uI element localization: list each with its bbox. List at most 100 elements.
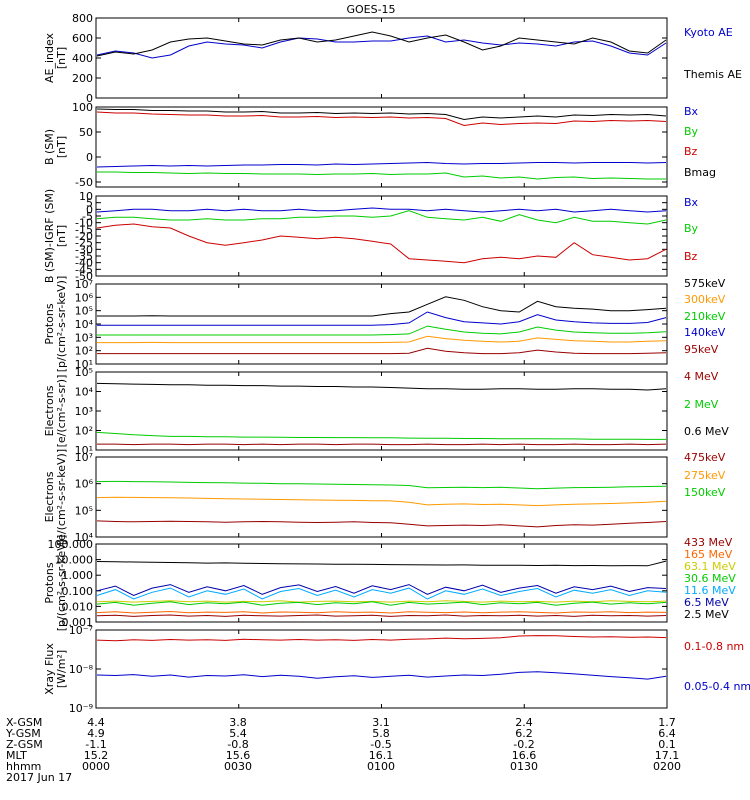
panel-ae: 0 200 400 600 800 AE_index [nT] Kyoto AE Themis … — [43, 12, 742, 105]
ephemeris-value: 2.4 — [515, 716, 533, 729]
series-line — [97, 335, 667, 344]
panel-frame — [95, 371, 668, 451]
ephemeris-row-label: X-GSM — [6, 716, 42, 729]
y-tick-label: 200 — [72, 72, 93, 85]
ephemeris-row-label: Z-GSM — [6, 738, 43, 751]
y-tick-label: 10⁶ — [75, 478, 94, 491]
series-line — [96, 431, 666, 440]
ephemeris-value: 5.4 — [229, 727, 247, 740]
y-tick-label: 0.100 — [62, 585, 94, 598]
ephemeris-row-label: Y-GSM — [5, 727, 41, 740]
series-line — [96, 520, 667, 528]
legend-entry: 0.1-0.8 nm — [684, 640, 744, 653]
y-axis-label: Protons — [43, 303, 56, 344]
figure-title: GOES-15 — [346, 3, 395, 16]
y-tick-label: 10¹ — [75, 444, 93, 457]
y-tick-label: 10³ — [75, 331, 93, 344]
y-tick-label: -10 — [75, 217, 93, 230]
legend-entry: Themis AE — [683, 68, 742, 81]
ephemeris-value: -0.8 — [227, 738, 248, 751]
ephemeris-row-label: MLT — [6, 749, 27, 762]
ephemeris-value: 15.6 — [226, 749, 251, 762]
panel-xray: 10⁻⁹ 10⁻⁸ 10⁻⁷ Xray Flux [W/m²] 0.1-0.8 nm 0.0… — [43, 624, 750, 715]
y-tick-label: 50 — [79, 126, 93, 139]
panel-frame — [95, 283, 668, 365]
y-tick-label: -40 — [75, 257, 93, 270]
y-tick-label: 10 — [79, 190, 93, 203]
y-axis-label: Protons — [43, 562, 56, 603]
y-tick-label: 800 — [72, 12, 93, 25]
legend-entry: By — [684, 222, 699, 235]
legend-entry: 165 MeV — [684, 548, 733, 561]
y-tick-label: 10⁷ — [75, 278, 93, 291]
y-tick-label: 10² — [75, 425, 93, 438]
legend-entry: Kyoto AE — [684, 26, 733, 39]
ephemeris-value: 0130 — [510, 760, 538, 773]
legend-entry: Bx — [684, 105, 699, 118]
series-line — [96, 161, 667, 168]
panel-frame — [95, 543, 668, 623]
series-line — [96, 610, 667, 614]
ephemeris-value: 1.7 — [658, 716, 676, 729]
y-tick-label: -25 — [75, 237, 93, 250]
series-line — [96, 584, 667, 597]
series-line — [97, 347, 667, 355]
series-line — [96, 207, 667, 213]
y-tick-label: 10⁶ — [75, 291, 94, 304]
legend-entry: 0.6 MeV — [684, 425, 729, 438]
y-tick-label: 0.001 — [62, 616, 94, 629]
y-axis-unit: [nT] — [55, 225, 68, 247]
y-axis-unit: [p/(cm²-s-sr-keV)] — [55, 276, 68, 373]
y-tick-label: 10⁴ — [75, 318, 94, 331]
panel-frame — [95, 106, 668, 188]
legend-entry: 0.05-0.4 nm — [684, 680, 750, 693]
y-tick-label: 400 — [72, 52, 93, 65]
panel-electrons_kev: 10⁴ 10⁵ 10⁶ 10⁷ Electrons [e/(cm²-s-sr-keV)] 4… — [43, 449, 726, 545]
y-axis-label: B (SM)-IGRF (SM) — [43, 189, 56, 283]
y-axis-unit: [e/(cm²-s-sr-keV)] — [55, 449, 68, 545]
y-axis-unit: [e/(cm²-s-sr)] — [55, 375, 68, 448]
y-tick-label: 100.000 — [48, 538, 94, 551]
y-tick-label: 10.000 — [55, 554, 94, 567]
ephemeris-row-label: hhmm — [6, 760, 41, 773]
y-tick-label: 10⁵ — [75, 504, 93, 517]
ephemeris-value: -0.5 — [370, 738, 391, 751]
series-line — [96, 35, 667, 59]
y-tick-label: 5 — [86, 197, 93, 210]
ephemeris-value: 6.2 — [515, 727, 533, 740]
legend-entry: 475keV — [684, 451, 726, 464]
ephemeris-value: -0.2 — [513, 738, 534, 751]
y-tick-label: 10³ — [75, 405, 93, 418]
series-line — [96, 382, 667, 391]
legend-entry: 275keV — [684, 469, 726, 482]
ephemeris-value: 16.1 — [369, 749, 394, 762]
legend-entry: 30.6 MeV — [684, 572, 736, 585]
ephemeris-value: 3.8 — [229, 716, 247, 729]
legend-entry: Bx — [684, 196, 699, 209]
legend-entry: 575keV — [684, 277, 726, 290]
series-line — [96, 223, 667, 264]
y-tick-label: -15 — [75, 223, 93, 236]
panel-electrons_mev: 10¹ 10² 10³ 10⁴ 10⁵ Electrons [e/(cm²-s-sr)] 4 … — [43, 366, 729, 457]
series-line — [97, 296, 667, 317]
y-tick-label: 10⁴ — [75, 531, 94, 544]
ephemeris-value: 6.4 — [658, 727, 676, 740]
y-tick-label: 0.010 — [62, 600, 94, 613]
y-tick-label: 0 — [86, 92, 93, 105]
y-tick-label: 10⁻⁷ — [69, 624, 93, 637]
panel-protons_mev: 0.001 0.010 0.100 1.000 10.000 100.000 Protons… — [43, 535, 736, 632]
legend-entry: 433 MeV — [684, 536, 733, 549]
y-axis-label: B (SM) — [43, 129, 56, 165]
y-tick-label: -30 — [75, 243, 93, 256]
y-tick-label: -35 — [75, 250, 93, 263]
series-line — [96, 671, 667, 680]
series-line — [97, 325, 667, 336]
y-tick-label: 10⁻⁹ — [69, 702, 93, 715]
series-line — [97, 443, 667, 446]
legend-entry: By — [684, 125, 699, 138]
legend-entry: 210keV — [684, 310, 726, 323]
series-line — [96, 560, 667, 567]
